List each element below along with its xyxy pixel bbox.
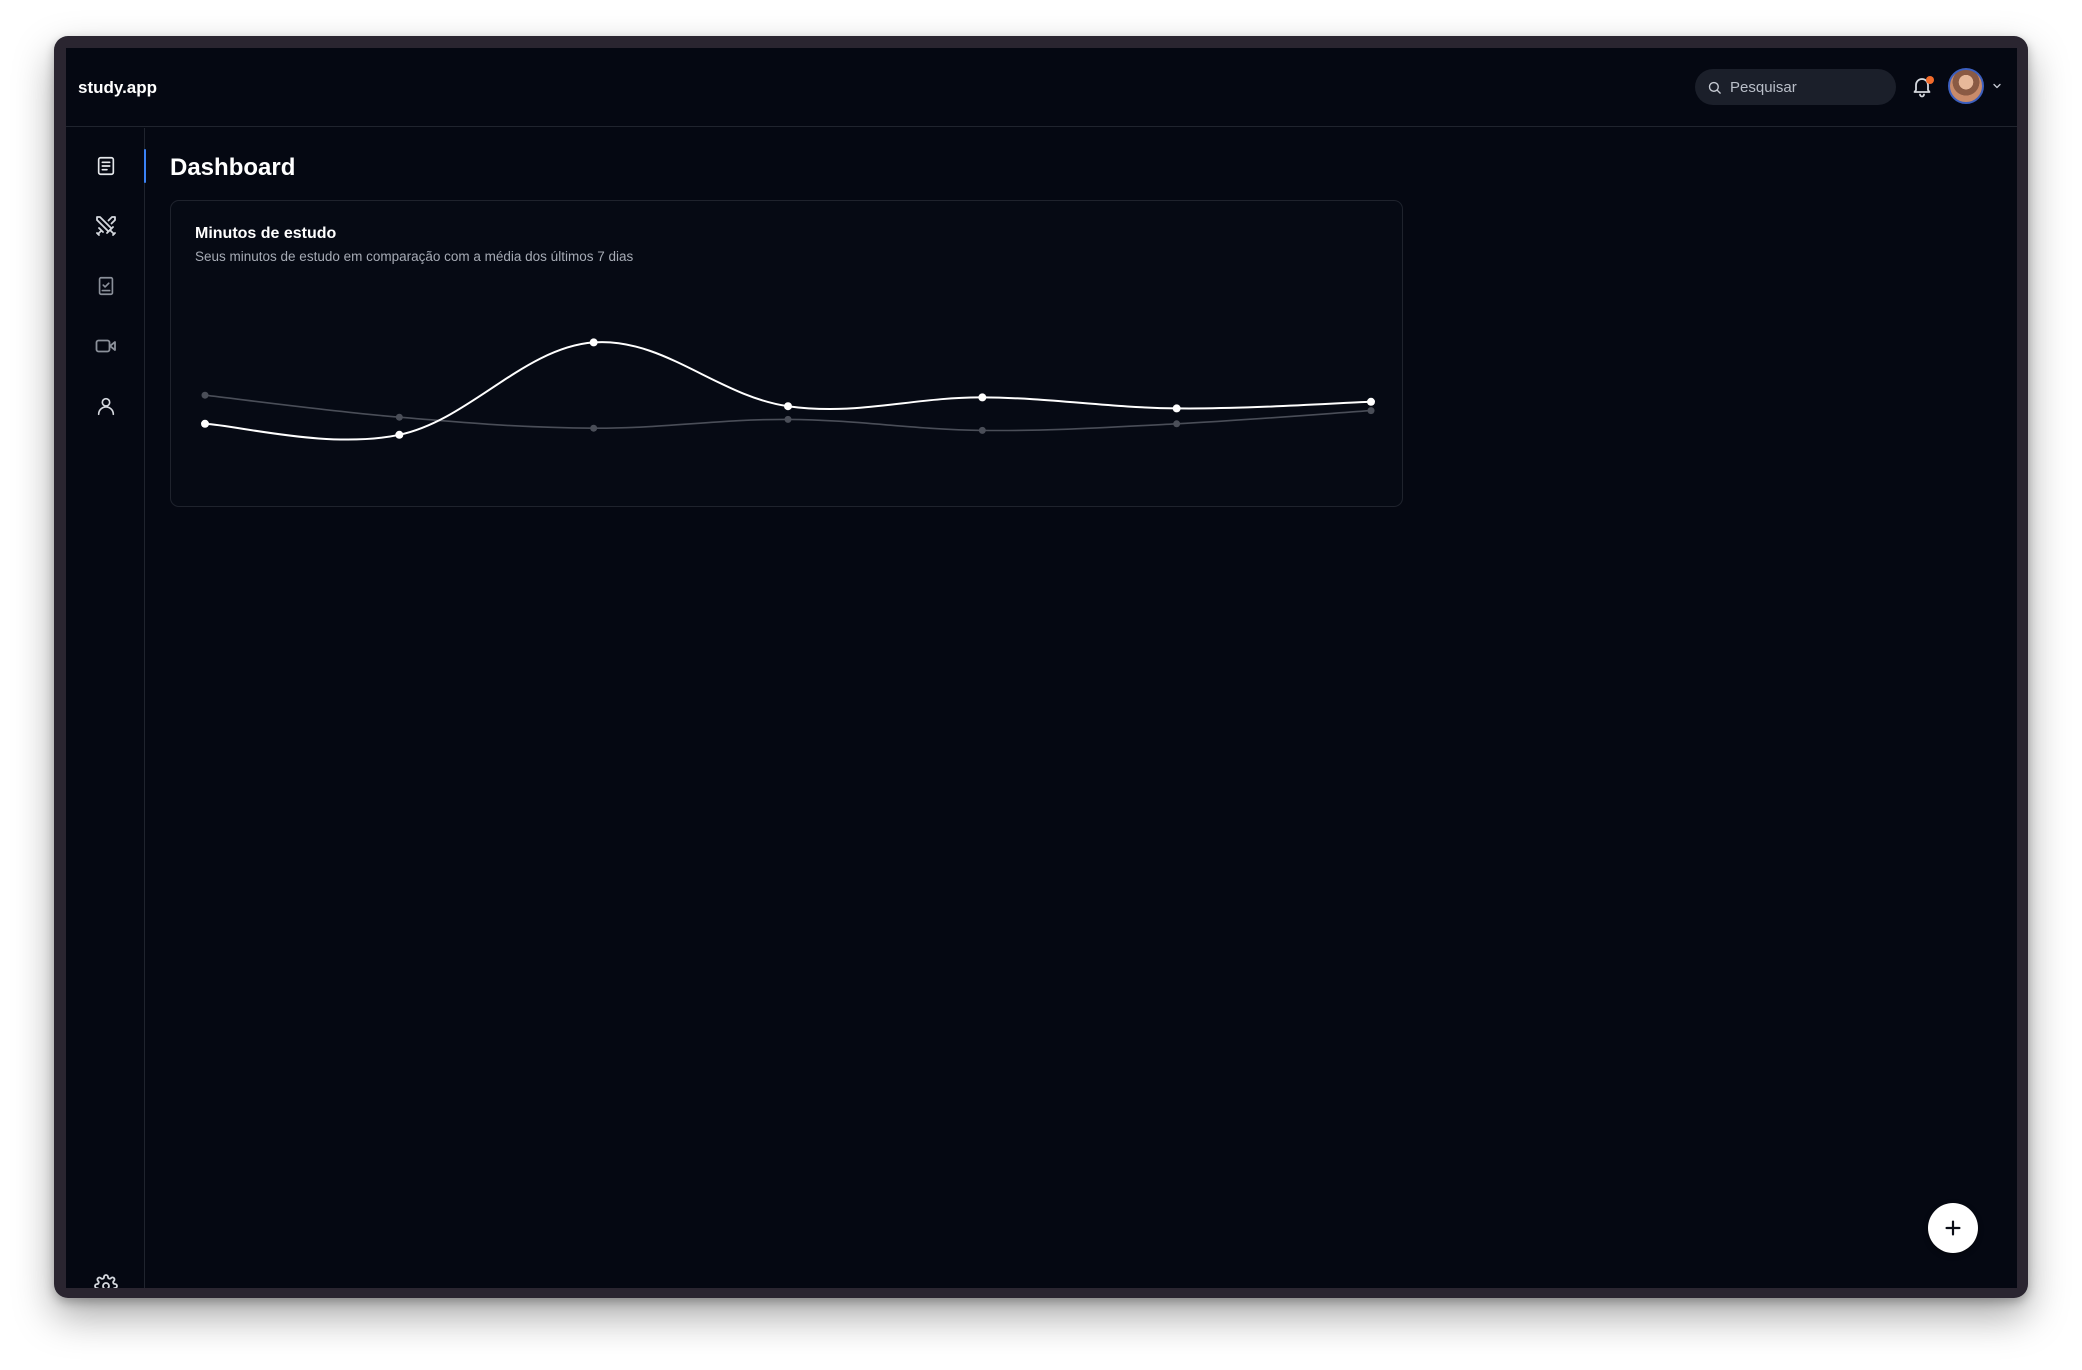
sidebar-item-profile[interactable] xyxy=(66,386,145,426)
search-icon xyxy=(1708,81,1721,94)
video-icon xyxy=(95,339,116,353)
avatar[interactable] xyxy=(1948,68,1984,104)
notification-badge xyxy=(1926,76,1934,84)
card-subtitle: Seus minutos de estudo em comparação com… xyxy=(195,249,634,264)
card-title: Minutos de estudo xyxy=(195,225,337,242)
series-1-point-2[interactable] xyxy=(395,430,404,439)
sidebar-item-videos[interactable] xyxy=(66,326,145,366)
series-2-point-3[interactable] xyxy=(590,424,598,432)
sidebar xyxy=(66,128,146,1288)
swords-icon xyxy=(95,216,116,236)
notes-icon xyxy=(97,156,114,176)
plus-icon xyxy=(1945,1220,1961,1236)
checklist-icon xyxy=(98,276,113,296)
gear-icon xyxy=(93,1274,118,1288)
study-minutes-chart xyxy=(201,338,1375,441)
notifications-button[interactable] xyxy=(1910,74,1936,100)
series-1-point-5[interactable] xyxy=(978,393,987,402)
bell-icon xyxy=(1913,78,1931,98)
sidebar-item-battle[interactable] xyxy=(66,206,145,246)
series-2-point-1[interactable] xyxy=(201,391,209,399)
series-2-point-6[interactable] xyxy=(1173,420,1181,428)
series-2-point-4[interactable] xyxy=(784,415,792,423)
search-box[interactable] xyxy=(1695,69,1896,105)
series-2-point-2[interactable] xyxy=(395,413,403,421)
series-1-point-3[interactable] xyxy=(589,338,598,347)
series-2-point-7[interactable] xyxy=(1367,407,1375,415)
user-icon xyxy=(97,397,114,416)
series-line-2 xyxy=(204,394,1372,432)
series-1-point-4[interactable] xyxy=(784,402,792,411)
series-1-point-6[interactable] xyxy=(1172,404,1181,413)
series-2-point-5[interactable] xyxy=(978,426,986,434)
study-minutes-card: Minutos de estudo Seus minutos de estudo… xyxy=(170,200,1403,507)
sidebar-item-dashboard[interactable] xyxy=(66,146,146,186)
search-input[interactable] xyxy=(1730,78,1880,96)
page-title: Dashboard xyxy=(170,154,296,181)
sidebar-item-tasks[interactable] xyxy=(66,266,145,306)
brand-logo[interactable]: study.app xyxy=(78,78,158,97)
top-bar: study.app xyxy=(66,48,2017,127)
settings-button[interactable] xyxy=(66,1274,145,1288)
add-button[interactable] xyxy=(1928,1203,1978,1253)
series-1-point-7[interactable] xyxy=(1367,397,1375,406)
series-1-point-1[interactable] xyxy=(201,419,209,428)
app-window: study.app Dashboard xyxy=(66,48,2017,1288)
chevron-down-icon[interactable] xyxy=(1991,80,2003,92)
series-line-1 xyxy=(204,341,1372,441)
